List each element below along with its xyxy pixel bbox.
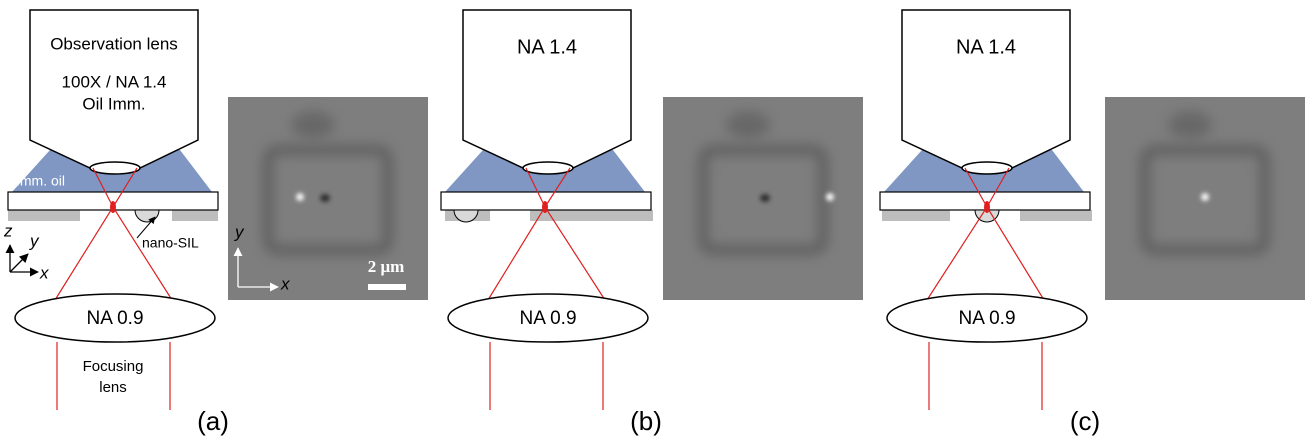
bright-spot xyxy=(1201,193,1209,201)
axis-label: z xyxy=(3,221,13,240)
axis-label: x xyxy=(39,263,49,282)
focus-spot xyxy=(542,201,548,213)
focusing-lens-label: NA 0.9 xyxy=(519,308,576,329)
panel: NA 1.4 NA 0.9 (b) xyxy=(441,10,863,436)
focus-spot xyxy=(984,201,990,213)
panel: NA 1.4 NA 0.9 (c) xyxy=(880,10,1305,436)
image-axis-label: x xyxy=(280,274,290,293)
objective-lens xyxy=(90,162,140,174)
image-blob xyxy=(1168,111,1212,139)
focus-spot xyxy=(110,201,116,213)
focusing-lens-label: NA 0.9 xyxy=(86,308,143,329)
panel-label: (b) xyxy=(630,406,662,436)
dark-spot xyxy=(760,194,770,202)
objective xyxy=(902,10,1070,168)
oil-label: Imm. oil xyxy=(16,173,65,189)
panel: Observation lens 100X / NA 1.4 Oil Imm. NA … xyxy=(3,10,428,436)
coating xyxy=(882,210,950,221)
panel-label: (a) xyxy=(197,406,229,436)
objective-label: NA 1.4 xyxy=(956,36,1016,58)
objective-lens xyxy=(523,162,573,174)
objective xyxy=(463,10,631,168)
image-blob xyxy=(291,111,335,139)
objective-label: 100X / NA 1.4 xyxy=(62,72,167,91)
scale-bar-label: 2 μm xyxy=(368,257,405,276)
objective-label: Observation lens xyxy=(50,34,178,53)
image-axis-label: y xyxy=(234,222,245,241)
figure: Observation lens 100X / NA 1.4 Oil Imm. NA … xyxy=(0,0,1307,444)
axis-y xyxy=(10,254,28,272)
scale-bar xyxy=(368,284,406,290)
microscope-image xyxy=(1105,97,1305,300)
objective-label: Oil Imm. xyxy=(82,94,145,113)
coating xyxy=(1020,210,1092,221)
focusing-label: lens xyxy=(99,379,127,396)
sil-label: nano-SIL xyxy=(142,235,199,251)
nano-sil xyxy=(135,210,159,222)
dark-spot xyxy=(320,194,330,202)
bright-spot xyxy=(826,193,834,201)
objective-lens xyxy=(962,162,1012,174)
coating xyxy=(172,210,218,221)
objective-label: NA 1.4 xyxy=(517,36,577,58)
image-blob xyxy=(726,111,770,139)
microscope-image xyxy=(663,97,863,300)
bright-spot xyxy=(296,193,304,201)
panel-label: (c) xyxy=(1070,406,1100,436)
focusing-label: Focusing xyxy=(83,358,144,375)
axis-label: y xyxy=(29,231,40,250)
focusing-lens-label: NA 0.9 xyxy=(958,308,1015,329)
coating xyxy=(8,210,80,221)
